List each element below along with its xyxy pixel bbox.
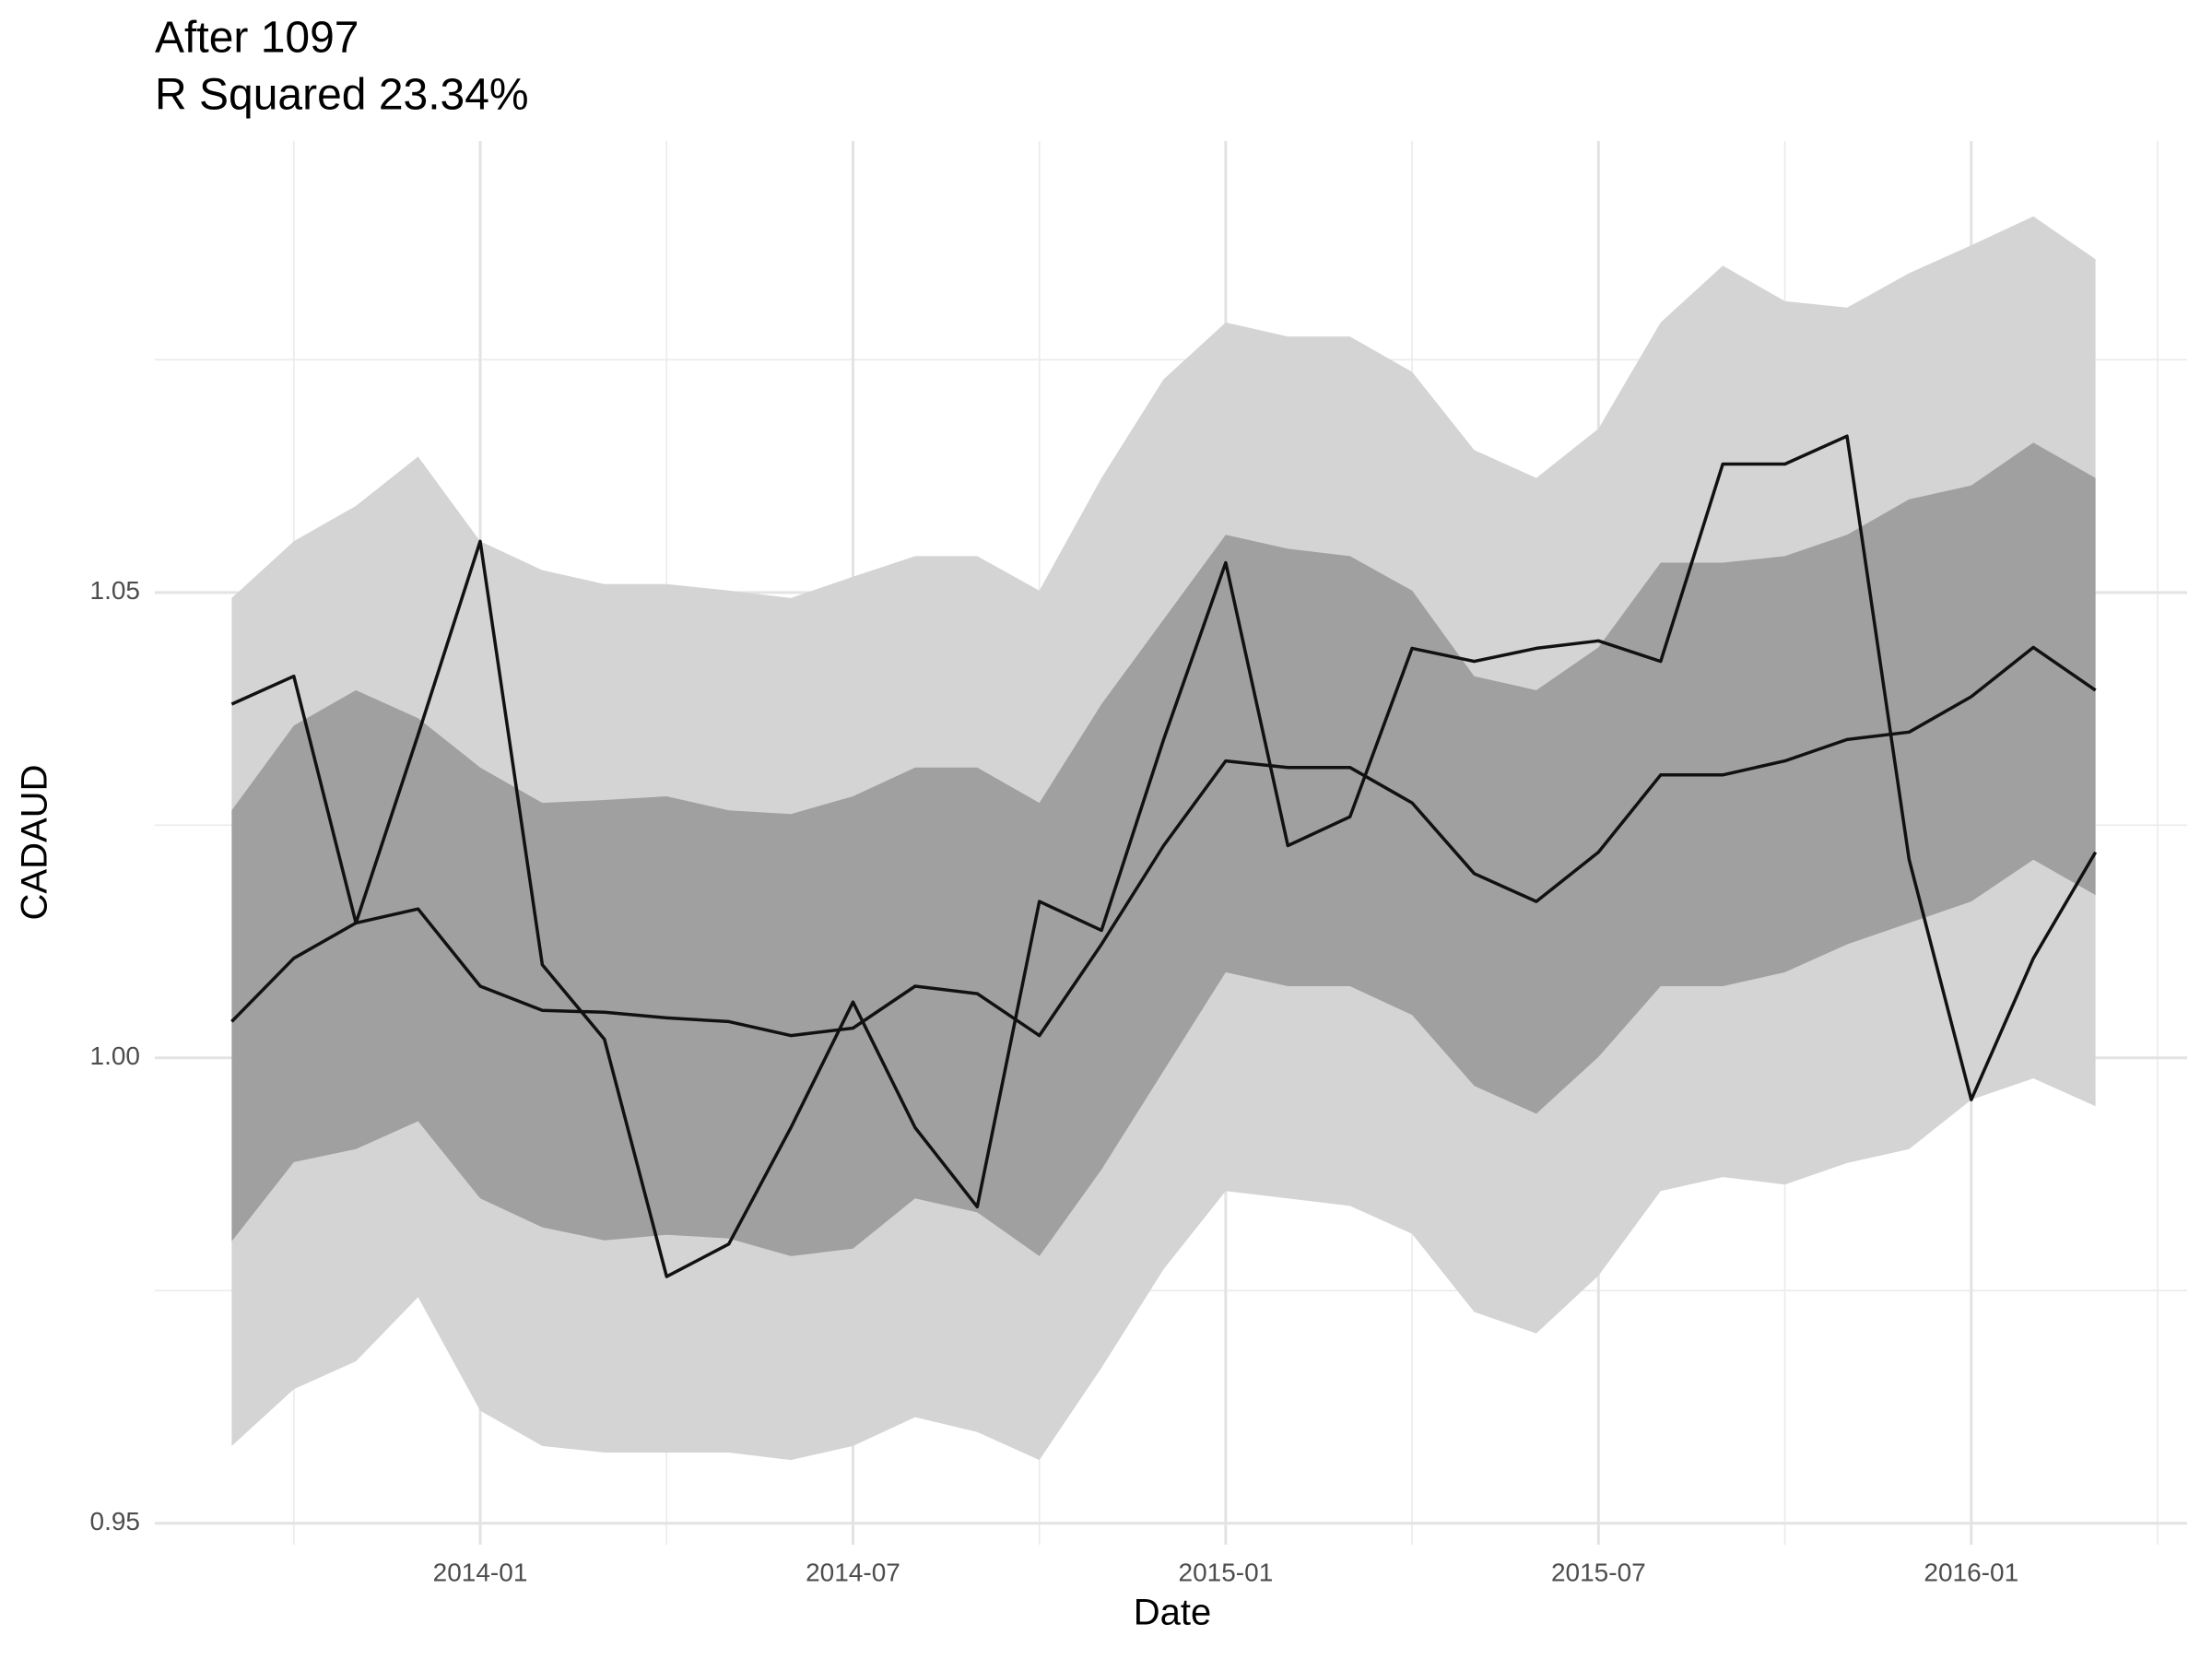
y-tick-label: 0.95 (90, 1507, 141, 1535)
x-tick-label: 2015-07 (1551, 1558, 1646, 1586)
band (231, 442, 2096, 1256)
line (230, 645, 2097, 1038)
x-tick-label: 2014-07 (806, 1558, 900, 1586)
x-tick-label: 2016-01 (1924, 1558, 2018, 1586)
lines (230, 434, 2098, 1278)
y-tick-label: 1.00 (90, 1041, 141, 1070)
axis-labels: 0.95 1.00 1.05 2014-01 2014-07 2015-01 2015-07… (90, 576, 2019, 1586)
chart-subtitle: R Squared 23.34% (155, 71, 529, 120)
x-axis-title: Date (1134, 1593, 1212, 1633)
x-tick-label: 2014-01 (433, 1558, 528, 1586)
line (230, 434, 2098, 1278)
bands (231, 216, 2096, 1461)
y-axis-title: CADAUD (15, 765, 55, 921)
x-tick-label: 2015-01 (1179, 1558, 1274, 1586)
chart-title: After 1097 (155, 14, 359, 63)
y-tick-label: 1.05 (90, 576, 141, 605)
